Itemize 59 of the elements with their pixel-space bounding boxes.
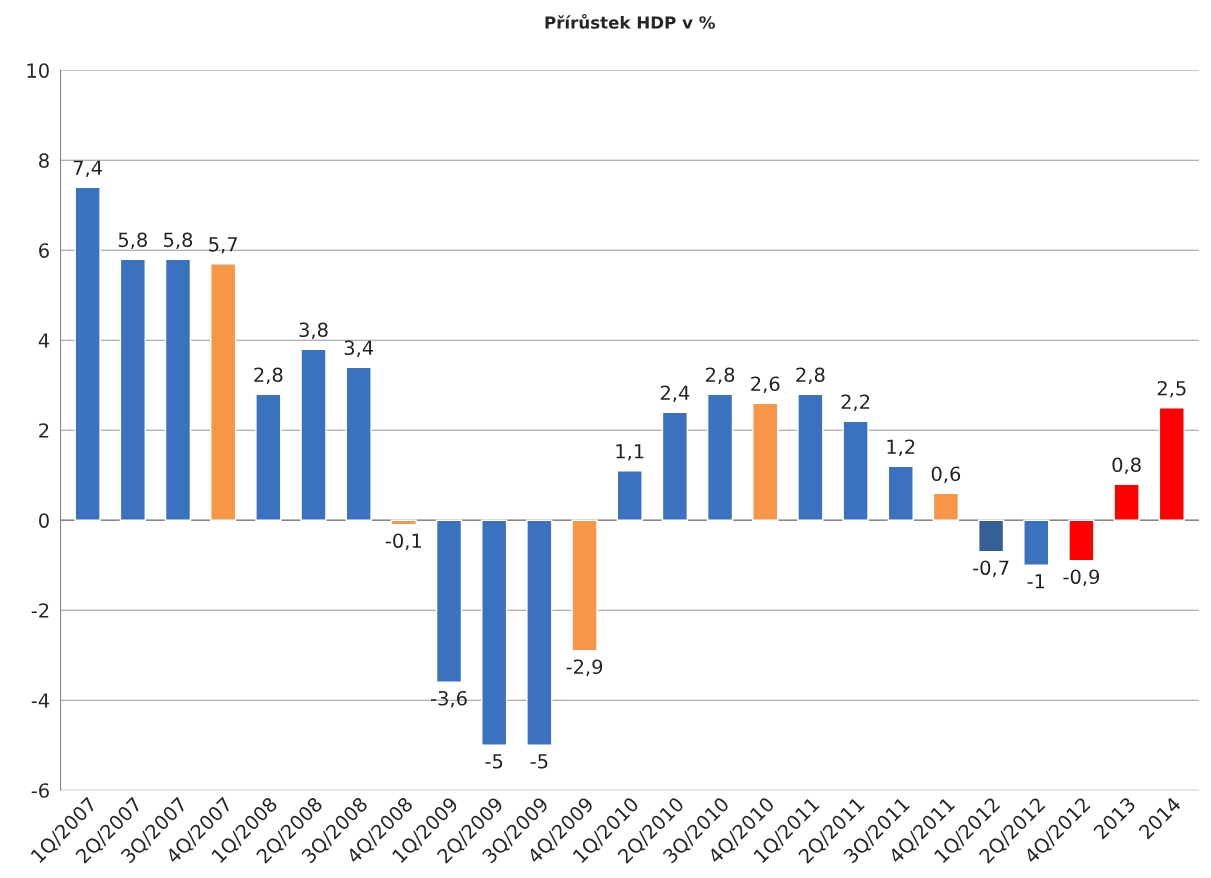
y-tick-label: 2	[39, 423, 49, 438]
data-label: -1	[1027, 574, 1045, 589]
data-label: 2,2	[841, 394, 870, 412]
data-label: -3,6	[431, 690, 467, 708]
bar	[706, 393, 734, 521]
bar	[1113, 483, 1140, 521]
bar	[345, 366, 372, 521]
data-label: 2,8	[254, 367, 283, 385]
y-tick-label: 8	[39, 153, 49, 168]
data-label: 5,8	[164, 232, 193, 250]
data-label: -0,9	[1063, 569, 1100, 587]
y-tick-label: -2	[31, 603, 49, 618]
bar	[887, 465, 914, 521]
bar	[571, 519, 598, 652]
y-tick-label: 4	[38, 333, 50, 348]
bar	[842, 420, 869, 521]
data-label: -0,7	[973, 560, 1009, 578]
data-label: 3,4	[344, 340, 374, 358]
data-label: 2,8	[706, 367, 735, 385]
data-label: 2,4	[660, 385, 690, 403]
data-label: 1,1	[616, 444, 644, 461]
data-label: 2,6	[751, 376, 780, 394]
y-tick-label: 6	[39, 243, 49, 258]
y-tick-label: -6	[31, 783, 49, 798]
data-label: 0,6	[931, 466, 961, 484]
bar	[210, 263, 237, 521]
data-label: 1,2	[887, 439, 915, 457]
data-label: 2,5	[1157, 380, 1186, 398]
data-label: -5	[485, 754, 503, 769]
bar	[977, 519, 1005, 553]
bar	[164, 258, 192, 521]
bar	[481, 519, 508, 746]
data-label: 3,8	[299, 322, 328, 340]
bar	[1023, 519, 1050, 566]
bar	[526, 519, 553, 746]
bar	[1068, 519, 1095, 562]
bar	[119, 258, 146, 521]
bar	[661, 411, 689, 521]
data-label: 5,7	[209, 237, 237, 254]
data-label: 2,8	[796, 367, 825, 385]
bar	[797, 393, 824, 521]
chart-title: Přírůstek HDP v %	[545, 13, 715, 29]
data-label: -5	[530, 754, 548, 769]
data-label: -2,9	[566, 659, 603, 677]
bar	[1158, 407, 1185, 521]
bar	[74, 186, 101, 521]
bar	[932, 492, 960, 521]
y-tick-label: 0	[39, 513, 49, 528]
y-tick-label: 10	[27, 63, 49, 78]
bar	[752, 402, 779, 521]
data-label: 7,4	[73, 160, 103, 178]
bar	[616, 470, 643, 521]
bar	[300, 348, 327, 521]
bar	[255, 393, 282, 521]
bar	[435, 519, 463, 683]
data-label: 5,8	[118, 232, 147, 250]
data-label: 0,8	[1112, 457, 1141, 475]
y-tick-label: -4	[31, 693, 50, 708]
data-label: -0,1	[385, 533, 422, 551]
